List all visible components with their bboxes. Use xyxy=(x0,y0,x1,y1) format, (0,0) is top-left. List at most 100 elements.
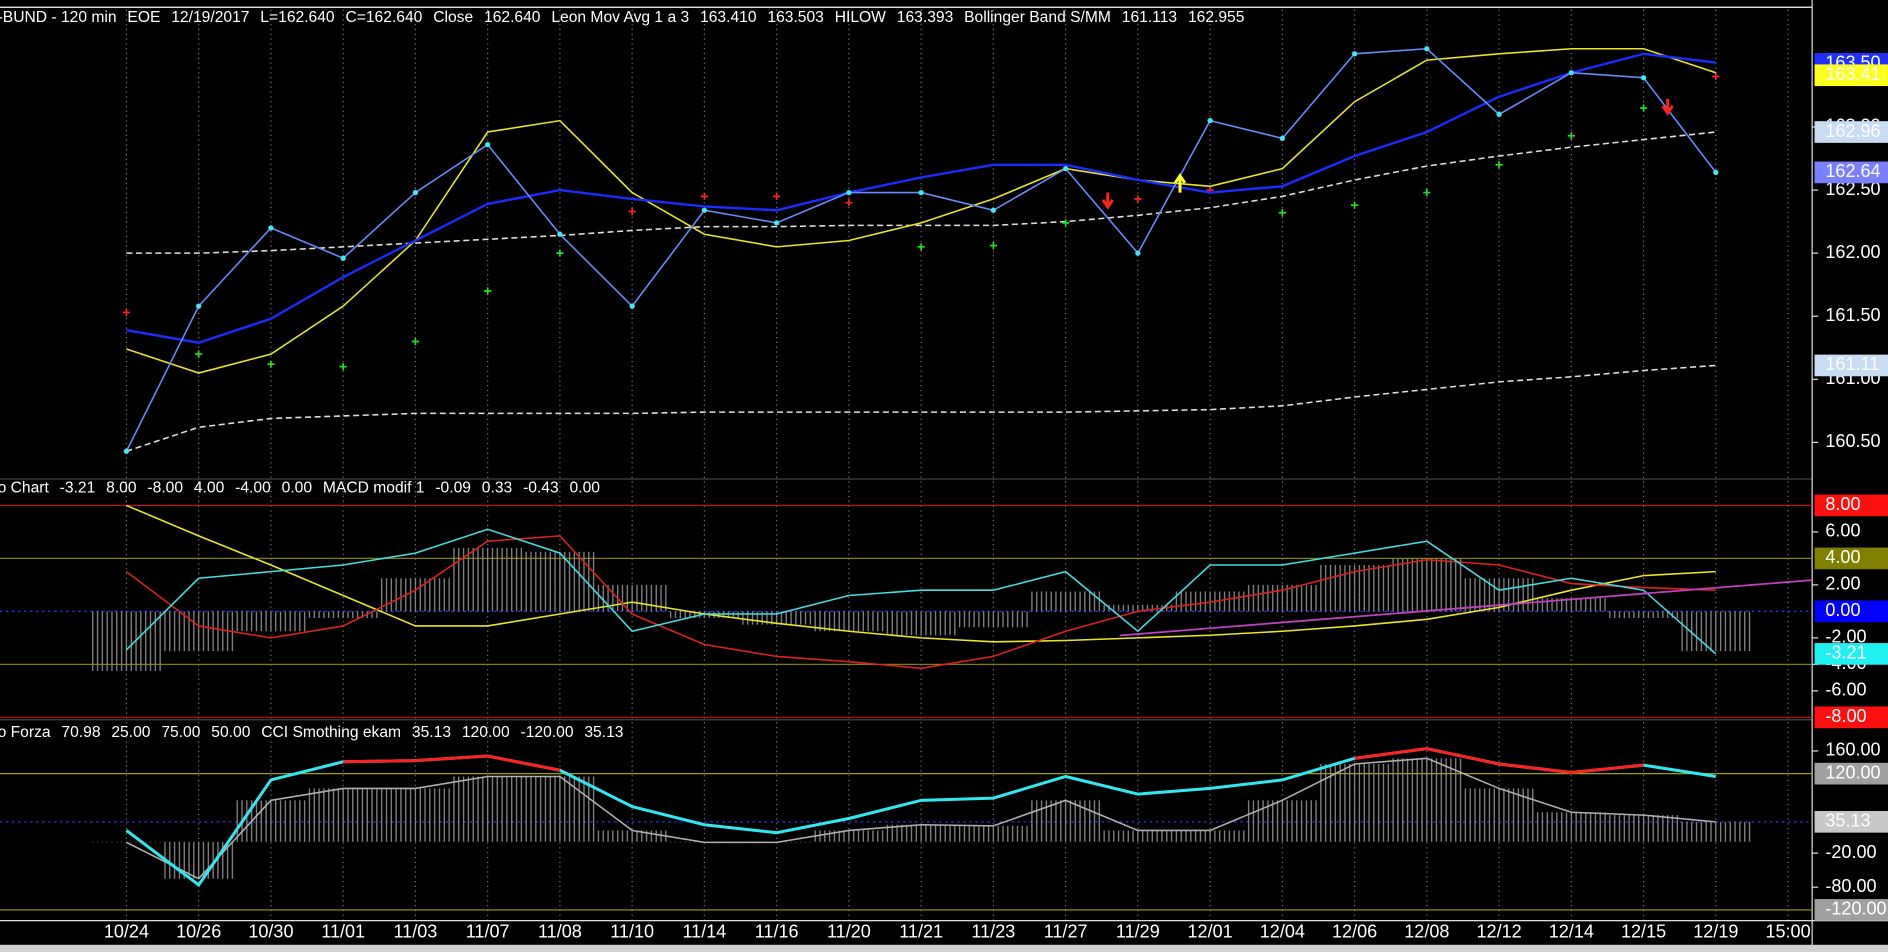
header-item: 120.00 xyxy=(462,724,510,741)
header-item: -120.00 xyxy=(521,724,574,741)
price-dot xyxy=(629,303,635,309)
histogram-bar xyxy=(1029,591,1102,612)
price-marker xyxy=(1814,121,1888,143)
histogram-bar xyxy=(1246,800,1319,842)
series-line xyxy=(126,757,1716,880)
price-dot xyxy=(412,189,419,196)
header-item: 12/19/2017 xyxy=(171,9,249,26)
price-dot xyxy=(557,231,563,237)
price-dot xyxy=(1496,111,1502,118)
x-tick-label: 11/08 xyxy=(538,922,582,942)
header-item: 162.640 xyxy=(484,9,541,26)
sar-mark xyxy=(1495,161,1503,169)
histogram-bar xyxy=(1462,788,1536,842)
x-tick-label: 10/24 xyxy=(104,922,149,942)
header-item: 50.00 xyxy=(211,724,250,741)
price-marker-label: 162.64 xyxy=(1825,161,1880,181)
sar-mark xyxy=(1350,201,1359,209)
histogram-bar xyxy=(451,547,524,612)
x-tick-label: 11/27 xyxy=(1044,922,1088,942)
histogram-bar xyxy=(379,788,452,842)
price-dot xyxy=(1351,51,1358,57)
price-marker-label: 0.00 xyxy=(1825,600,1860,620)
price-marker xyxy=(1814,600,1888,623)
price-marker xyxy=(1814,762,1888,785)
price-dot xyxy=(340,255,346,261)
x-tick-label: 11/29 xyxy=(1116,922,1160,942)
price-dot xyxy=(701,207,708,213)
histogram-bar xyxy=(307,788,380,842)
price-marker xyxy=(1814,494,1888,517)
x-tick-label: 11/03 xyxy=(393,922,437,942)
histogram-bar xyxy=(1318,565,1391,612)
header-item: EOE xyxy=(127,9,160,26)
header-item: 8.00 xyxy=(106,480,137,497)
price-dot xyxy=(196,303,202,309)
price-dot xyxy=(773,220,780,226)
x-tick-label: 11/21 xyxy=(899,922,943,942)
histogram-bar xyxy=(162,611,235,652)
price-dot xyxy=(918,189,924,196)
sar-mark xyxy=(1639,104,1648,112)
header-item: -0.09 xyxy=(435,480,471,497)
histogram-bar xyxy=(885,824,958,842)
price-marker-label: 161.11 xyxy=(1825,354,1879,374)
price-dot xyxy=(1568,70,1574,76)
series-line xyxy=(125,535,1716,670)
histogram-bar xyxy=(1535,812,1608,842)
x-tick-label: 12/04 xyxy=(1260,922,1305,942)
x-tick-label: 12/08 xyxy=(1404,922,1449,942)
header-item: 4.00 xyxy=(194,480,225,497)
series-line xyxy=(126,131,1716,254)
x-tick-label: 12/15 xyxy=(1621,922,1666,942)
histogram-bar xyxy=(90,611,163,671)
x-tick-label: 11/07 xyxy=(466,922,510,942)
histogram-bar xyxy=(1173,830,1247,842)
price-dot xyxy=(1062,165,1069,172)
header-item: -4.00 xyxy=(235,480,271,497)
price-marker-label: -3.21 xyxy=(1825,643,1866,663)
sar-mark xyxy=(1134,195,1142,203)
sar-mark xyxy=(267,360,275,368)
x-tick-label: 12/12 xyxy=(1476,922,1521,942)
price-marker xyxy=(1814,899,1888,921)
header-item: o Forza xyxy=(0,724,51,741)
trend-line xyxy=(1119,579,1813,637)
histogram-bar xyxy=(1246,584,1319,612)
x-tick-label: 12/06 xyxy=(1332,922,1377,942)
x-tick-label: 11/23 xyxy=(971,922,1015,942)
sar-mark xyxy=(1062,219,1070,227)
x-tick-label: 12/14 xyxy=(1549,922,1594,942)
y-tick-label: 162.00 xyxy=(1825,242,1880,262)
price-marker-label: 120.00 xyxy=(1825,762,1880,782)
series-line xyxy=(125,528,1717,655)
header-item: 162.955 xyxy=(1188,9,1245,26)
y-tick-label: 162.50 xyxy=(1825,179,1880,199)
x-tick-label: 11/01 xyxy=(321,922,365,942)
price-marker-label: 163.41 xyxy=(1825,64,1880,84)
histogram-bar xyxy=(307,611,380,619)
price-marker xyxy=(1814,811,1888,833)
sar-mark xyxy=(195,350,203,358)
price-marker xyxy=(1814,643,1888,665)
histogram-bar xyxy=(885,611,958,636)
price-marker-label: -8.00 xyxy=(1825,706,1866,726)
y-tick-label: 160.50 xyxy=(1825,431,1880,451)
sar-mark xyxy=(773,192,781,200)
price-marker-label: 162.96 xyxy=(1825,121,1880,141)
sar-mark xyxy=(1278,209,1286,217)
price-marker-label: 8.00 xyxy=(1825,494,1860,514)
price-dot xyxy=(485,141,491,148)
y-tick-label: 161.50 xyxy=(1825,305,1880,325)
header-item: 0.00 xyxy=(570,480,601,497)
price-dot xyxy=(1135,250,1141,256)
price-dot xyxy=(123,448,130,454)
y-tick-label: -6.00 xyxy=(1825,680,1866,700)
x-tick-label: 12/19 xyxy=(1693,922,1738,942)
header-item: Bollinger Band S/MM xyxy=(964,9,1111,26)
histogram-bar xyxy=(1679,611,1752,652)
sar-mark xyxy=(1712,72,1720,81)
histogram-bar xyxy=(596,584,669,612)
header-item: 161.113 xyxy=(1122,9,1177,26)
